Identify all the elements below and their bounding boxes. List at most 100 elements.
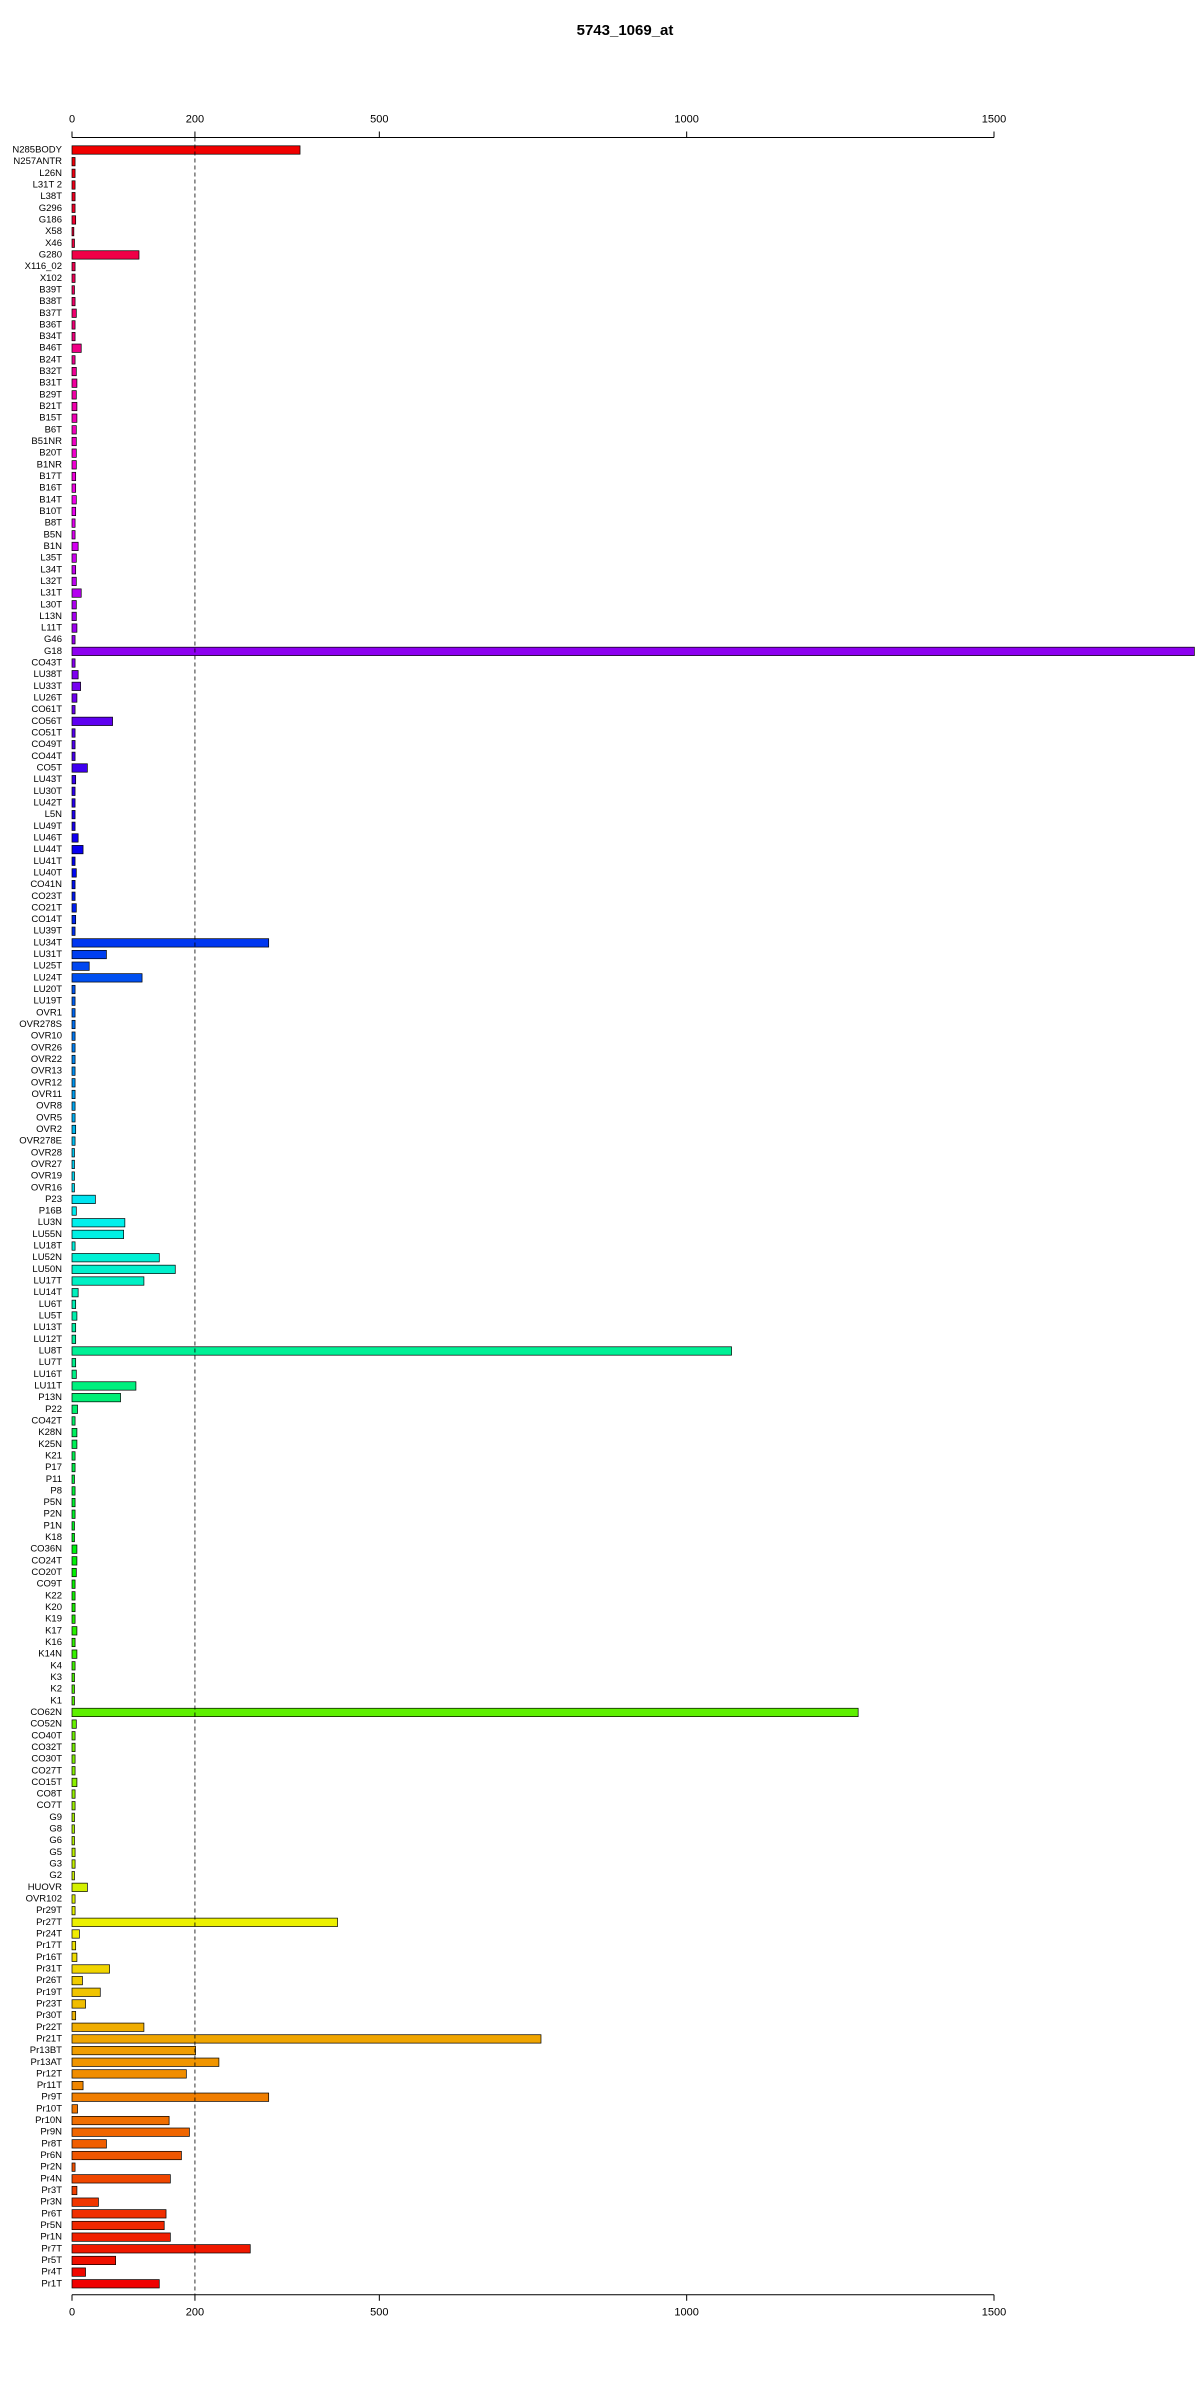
category-label: Pr3N	[40, 2197, 62, 2208]
bar	[71, 623, 78, 633]
bar	[71, 915, 77, 925]
category-label: B36T	[39, 319, 62, 330]
x-tick-label: 500	[370, 113, 388, 125]
category-label: LU6T	[39, 1299, 62, 1310]
bar	[71, 1346, 732, 1356]
category-label: G8	[49, 1824, 62, 1835]
category-label: CO43T	[31, 658, 62, 669]
bar	[71, 2127, 190, 2137]
bar	[71, 833, 79, 843]
bar	[71, 1404, 78, 1414]
category-label: L30T	[40, 599, 62, 610]
bar	[71, 1054, 76, 1065]
category-label: OVR12	[31, 1077, 62, 1088]
category-label: Pr3T	[41, 2185, 62, 2196]
category-label: OVR16	[31, 1182, 62, 1193]
bar	[71, 530, 76, 540]
bar	[71, 390, 77, 400]
bar	[71, 1311, 78, 1321]
category-label: CO30T	[31, 1754, 62, 1765]
bar	[71, 1754, 76, 1764]
bar	[71, 332, 76, 342]
bar	[71, 1952, 78, 1962]
bar	[71, 1136, 76, 1146]
category-label: B17T	[39, 471, 62, 482]
bar	[71, 425, 77, 435]
bar	[71, 1486, 76, 1496]
category-label: K17	[45, 1625, 62, 1636]
category-label: Pr21T	[36, 2033, 62, 2044]
category-label: OVR102	[26, 1894, 62, 1905]
category-label: LU3N	[38, 1217, 62, 1228]
category-label: P17	[45, 1462, 62, 1473]
bar	[71, 1043, 76, 1053]
category-label: LU7T	[39, 1357, 62, 1368]
bar	[71, 180, 76, 190]
category-label: LU38T	[33, 669, 62, 680]
bar	[71, 157, 76, 167]
category-label: P5N	[44, 1497, 63, 1508]
category-label: G5	[49, 1847, 62, 1858]
bar	[71, 192, 76, 202]
bar	[71, 320, 76, 330]
bar	[71, 1066, 76, 1076]
bar	[71, 1801, 76, 1811]
category-label: G6	[49, 1835, 62, 1846]
category-label: CO44T	[31, 751, 62, 762]
chart-title: 5743_1069_at	[577, 22, 674, 39]
category-label: LU55N	[32, 1229, 62, 1240]
category-label: CO42T	[31, 1415, 62, 1426]
bar	[71, 1393, 121, 1403]
bar	[71, 308, 77, 318]
bar	[71, 1008, 76, 1018]
bar	[71, 1637, 76, 1648]
category-label: CO20T	[31, 1567, 62, 1578]
category-label: LU34T	[33, 937, 62, 948]
category-label: B15T	[39, 413, 62, 424]
bar	[71, 949, 107, 960]
bar	[71, 1672, 75, 1683]
category-label: Pr11T	[37, 2080, 62, 2091]
category-label: LU17T	[33, 1276, 62, 1287]
category-label: LU31T	[33, 949, 62, 960]
bar	[71, 1847, 76, 1857]
category-label: CO41N	[30, 879, 62, 890]
bar	[71, 1976, 83, 1986]
bar	[71, 1987, 101, 1997]
bar	[71, 600, 77, 610]
bar	[71, 285, 75, 295]
bar	[71, 1253, 160, 1263]
bar	[71, 1381, 137, 1391]
bar	[71, 938, 270, 948]
category-label: B5N	[44, 529, 63, 540]
category-label: CO40T	[31, 1730, 62, 1741]
category-label: LU13T	[33, 1322, 62, 1333]
category-label: LU14T	[33, 1287, 62, 1298]
category-label: Pr31T	[36, 1963, 62, 1974]
bar	[71, 355, 76, 365]
bar	[71, 1299, 77, 1309]
bar	[71, 2174, 171, 2184]
category-label: CO7T	[37, 1800, 63, 1811]
bar	[71, 1894, 76, 1904]
category-label: OVR27	[31, 1159, 62, 1170]
category-label: B14T	[39, 494, 62, 505]
category-label: P22	[45, 1404, 62, 1415]
category-label: CO36N	[30, 1544, 62, 1555]
category-label: CO61T	[31, 704, 62, 715]
bar	[71, 401, 78, 412]
bar	[71, 262, 76, 272]
category-label: P8	[50, 1485, 62, 1496]
bar	[71, 1323, 77, 1333]
category-label: P13N	[38, 1392, 62, 1403]
bar	[71, 1812, 75, 1822]
bar	[71, 716, 113, 726]
bar	[71, 775, 77, 785]
bar	[71, 658, 76, 668]
category-label: CO32T	[31, 1742, 62, 1753]
bar	[71, 1288, 79, 1298]
category-label: K21	[45, 1450, 62, 1461]
category-label: K4	[50, 1660, 62, 1671]
bar	[71, 1241, 76, 1251]
category-label: Pr19T	[36, 1987, 62, 1998]
